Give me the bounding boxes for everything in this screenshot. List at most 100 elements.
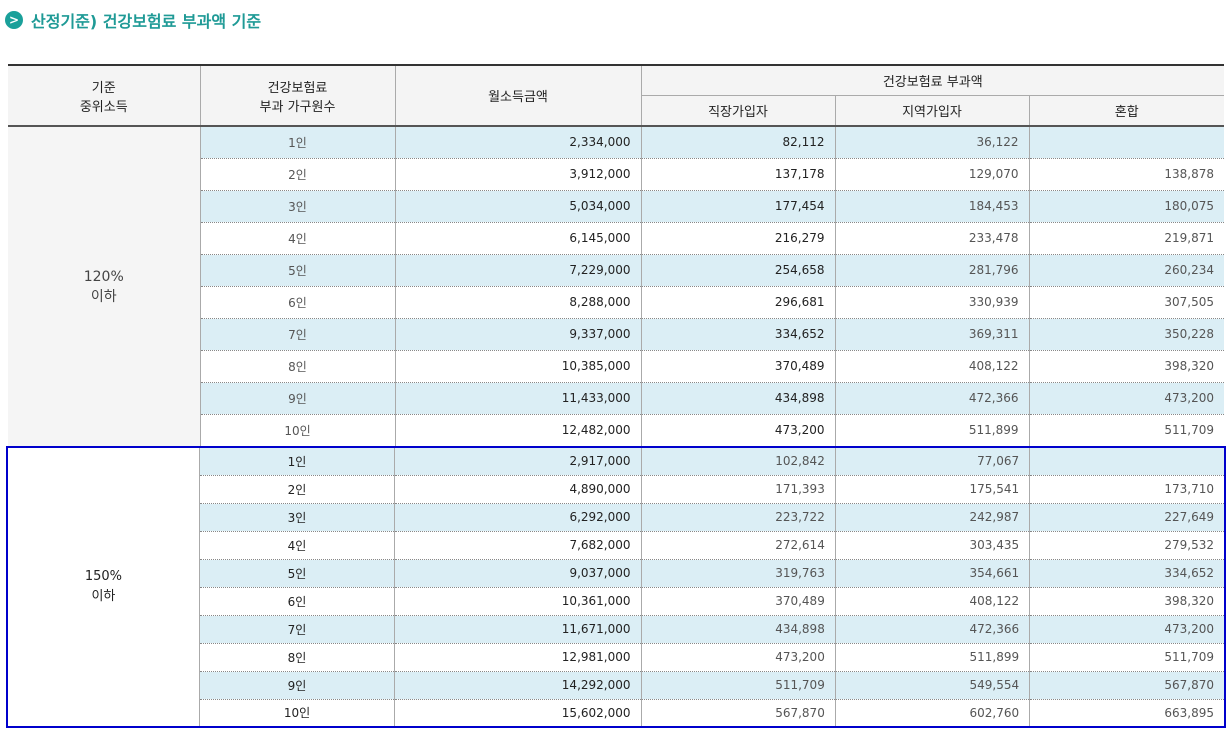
- table-cell: 408,122: [834, 587, 1030, 616]
- table-row: 5인 7,229,000 254,658 281,796 260,234: [8, 254, 1224, 287]
- table-cell: 8인: [199, 350, 395, 383]
- table-row: 9인 11,433,000 434,898 472,366 473,200: [8, 382, 1224, 415]
- table-cell: [1028, 126, 1224, 159]
- table-cell: 334,652: [640, 318, 835, 351]
- table-cell: 398,320: [1028, 350, 1224, 383]
- table-cell: 77,067: [834, 447, 1030, 476]
- table-cell: 7인: [199, 318, 395, 351]
- table-cell: 9,037,000: [394, 559, 642, 588]
- section-title: > 산정기준) 건강보험료 부과액 기준: [5, 8, 261, 32]
- title-text: 산정기준) 건강보험료 부과액 기준: [31, 12, 262, 31]
- group-label: 150% 이하: [7, 447, 200, 727]
- table-cell: 370,489: [640, 350, 835, 383]
- table-cell: 227,649: [1029, 503, 1225, 532]
- table-cell: 3,912,000: [394, 158, 641, 191]
- table-cell: 10,361,000: [394, 587, 642, 616]
- table-cell: 434,898: [640, 615, 836, 644]
- table-cell: 177,454: [640, 190, 835, 223]
- table-row: 8인 12,981,000 473,200 511,899 511,709: [7, 643, 1225, 672]
- table-row: 10인 15,602,000 567,870 602,760 663,895: [7, 699, 1225, 728]
- table-cell: 472,366: [834, 382, 1029, 415]
- table-cell: 370,489: [640, 587, 836, 616]
- table-cell: 279,532: [1029, 531, 1225, 560]
- table-cell: 173,710: [1029, 475, 1225, 504]
- table-row: 4인 6,145,000 216,279 233,478 219,871: [8, 222, 1224, 255]
- table-cell: 2,334,000: [394, 126, 641, 159]
- table-cell: 102,842: [640, 447, 836, 476]
- table-cell: 36,122: [834, 126, 1029, 159]
- table-cell: 184,453: [834, 190, 1029, 223]
- table-cell: 260,234: [1028, 254, 1224, 287]
- table-cell: 2인: [198, 475, 395, 504]
- table-cell: 473,200: [640, 643, 836, 672]
- table-cell: 242,987: [834, 503, 1030, 532]
- table-cell: 511,709: [1029, 643, 1225, 672]
- header-cell: 월소득금액: [394, 65, 641, 127]
- table-row: 2인 4,890,000 171,393 175,541 173,710: [7, 475, 1225, 504]
- table-cell: 82,112: [640, 126, 835, 159]
- table-cell: 8,288,000: [394, 286, 641, 319]
- table-row: 9인 14,292,000 511,709 549,554 567,870: [7, 671, 1225, 700]
- table-cell: 137,178: [640, 158, 835, 191]
- table-cell: 4,890,000: [394, 475, 642, 504]
- table-cell: 2인: [199, 158, 395, 191]
- table-cell: 473,200: [640, 414, 835, 447]
- group-label-line: 이하: [91, 589, 116, 604]
- table-cell: 7,682,000: [394, 531, 642, 560]
- table-cell: 6,292,000: [394, 503, 642, 532]
- table-cell: 180,075: [1028, 190, 1224, 223]
- table-row: 2인 3,912,000 137,178 129,070 138,878: [8, 158, 1224, 191]
- table-cell: 567,870: [1029, 671, 1225, 700]
- table-row: 5인 9,037,000 319,763 354,661 334,652: [7, 559, 1225, 588]
- table-cell: 10,385,000: [394, 350, 641, 383]
- table-cell: 2,917,000: [394, 447, 642, 476]
- table-cell: 296,681: [640, 286, 835, 319]
- table-cell: 354,661: [834, 559, 1030, 588]
- table-cell: 473,200: [1029, 615, 1225, 644]
- table-cell: 567,870: [640, 699, 836, 728]
- table-cell: 6,145,000: [394, 222, 641, 255]
- table-row: 6인 10,361,000 370,489 408,122 398,320: [7, 587, 1225, 616]
- table-row: 120% 이하 1인 2,334,000 82,112 36,122: [8, 126, 1224, 446]
- table-cell: 171,393: [640, 475, 836, 504]
- table-row: 4인 7,682,000 272,614 303,435 279,532: [7, 531, 1225, 560]
- table-row: 8인 10,385,000 370,489 408,122 398,320: [8, 350, 1224, 383]
- table-cell: 11,433,000: [394, 382, 641, 415]
- table-cell: 9인: [199, 382, 395, 415]
- table-cell: 216,279: [640, 222, 835, 255]
- table-cell: 1인: [198, 447, 395, 476]
- table-cell: 12,482,000: [394, 414, 641, 447]
- table-cell: 408,122: [834, 350, 1029, 383]
- table-cell: 350,228: [1028, 318, 1224, 351]
- table-cell: 223,722: [640, 503, 836, 532]
- table-cell: 10인: [199, 414, 395, 447]
- table-row: 7인 11,671,000 434,898 472,366 473,200: [7, 615, 1225, 644]
- title-icon: >: [5, 11, 23, 29]
- table-row: 3인 6,292,000 223,722 242,987 227,649: [7, 503, 1225, 532]
- table-cell: 7,229,000: [394, 254, 641, 287]
- table-cell: 14,292,000: [394, 671, 642, 700]
- table-cell: 5인: [199, 254, 395, 287]
- table-cell: 175,541: [834, 475, 1030, 504]
- table-cell: 1인: [199, 126, 395, 159]
- group-label: 120% 이하: [8, 126, 200, 446]
- table-cell: 398,320: [1029, 587, 1225, 616]
- table-cell: 330,939: [834, 286, 1029, 319]
- table-cell: 663,895: [1029, 699, 1225, 728]
- table-cell: 272,614: [640, 531, 836, 560]
- table-cell: 7인: [198, 615, 395, 644]
- table-cell: 307,505: [1028, 286, 1224, 319]
- header-line: 건강보험료: [267, 80, 328, 96]
- header-line: 부과 가구원수: [259, 99, 336, 115]
- table-cell: 8인: [198, 643, 395, 672]
- table-row: 10인 12,482,000 473,200 511,899 511,709: [8, 414, 1224, 447]
- group-label-line: 150%: [84, 569, 122, 584]
- table-cell: 15,602,000: [394, 699, 642, 728]
- table-cell: 11,671,000: [394, 615, 642, 644]
- table-cell: 6인: [199, 286, 395, 319]
- header-line: 기준: [91, 80, 116, 96]
- sub-header: 지역가입자: [834, 95, 1029, 127]
- table-cell: 334,652: [1029, 559, 1225, 588]
